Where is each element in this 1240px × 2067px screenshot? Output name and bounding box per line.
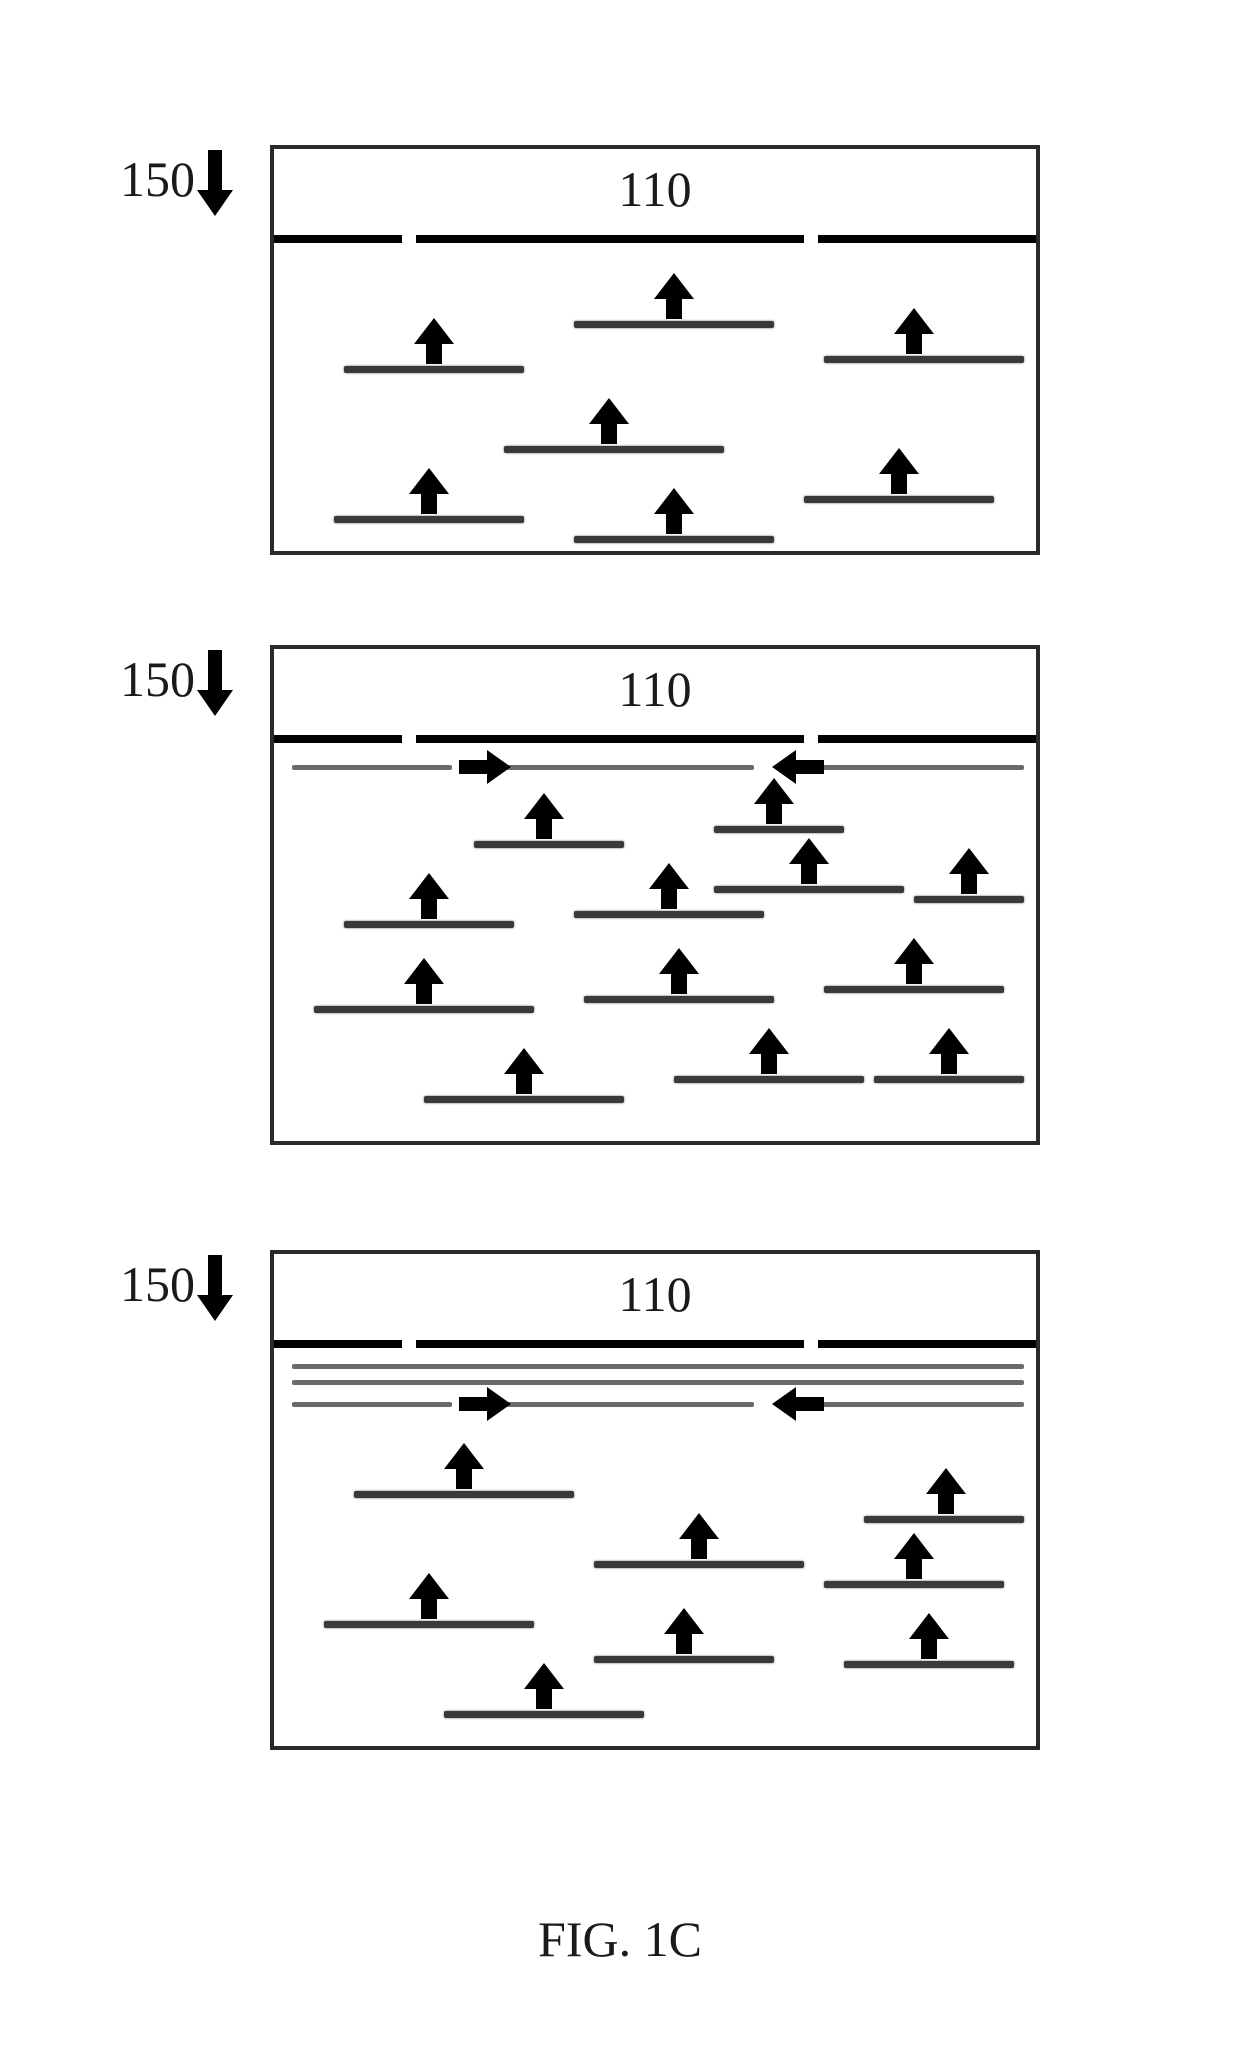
flake [574, 536, 774, 543]
flake [594, 1656, 774, 1663]
flake [324, 1621, 534, 1628]
side-force-label: 150 [105, 650, 195, 708]
compacted-flake-line [814, 1402, 1024, 1407]
flake [354, 1491, 574, 1498]
flake [314, 1006, 534, 1013]
compacted-flake-line [814, 765, 1024, 770]
top-layer-label: 110 [555, 660, 755, 718]
flake [844, 1661, 1014, 1668]
compacted-flake-line [504, 1402, 754, 1407]
flake [714, 826, 844, 833]
flake [714, 886, 904, 893]
flake [874, 1076, 1024, 1083]
flake [474, 841, 624, 848]
interface-line [416, 1340, 804, 1348]
side-force-label: 150 [105, 150, 195, 208]
interface-line [416, 235, 804, 243]
interface-line [274, 1340, 402, 1348]
top-layer-label: 110 [555, 1265, 755, 1323]
compacted-flake-line [292, 1402, 452, 1407]
side-force-label: 150 [105, 1255, 195, 1313]
flake [334, 516, 524, 523]
flake [864, 1516, 1024, 1523]
interface-line [818, 1340, 1036, 1348]
compacted-flake-line [292, 765, 452, 770]
figure-caption: FIG. 1C [420, 1910, 820, 1968]
interface-line [818, 235, 1036, 243]
panel-2 [270, 645, 1040, 1145]
flake [574, 321, 774, 328]
flake [824, 356, 1024, 363]
flake [824, 1581, 1004, 1588]
compacted-flake-line [504, 765, 754, 770]
flake [424, 1096, 624, 1103]
interface-line [818, 735, 1036, 743]
compacted-flake-line [292, 1364, 1024, 1369]
flake [824, 986, 1004, 993]
flake [804, 496, 994, 503]
flake [574, 911, 764, 918]
flake [344, 366, 524, 373]
interface-line [274, 235, 402, 243]
flake [584, 996, 774, 1003]
interface-line [274, 735, 402, 743]
flake [674, 1076, 864, 1083]
interface-line [416, 735, 804, 743]
flake [344, 921, 514, 928]
compacted-flake-line [292, 1380, 1024, 1385]
flake [504, 446, 724, 453]
top-layer-label: 110 [555, 160, 755, 218]
panel-3 [270, 1250, 1040, 1750]
flake [594, 1561, 804, 1568]
flake [914, 896, 1024, 903]
flake [444, 1711, 644, 1718]
